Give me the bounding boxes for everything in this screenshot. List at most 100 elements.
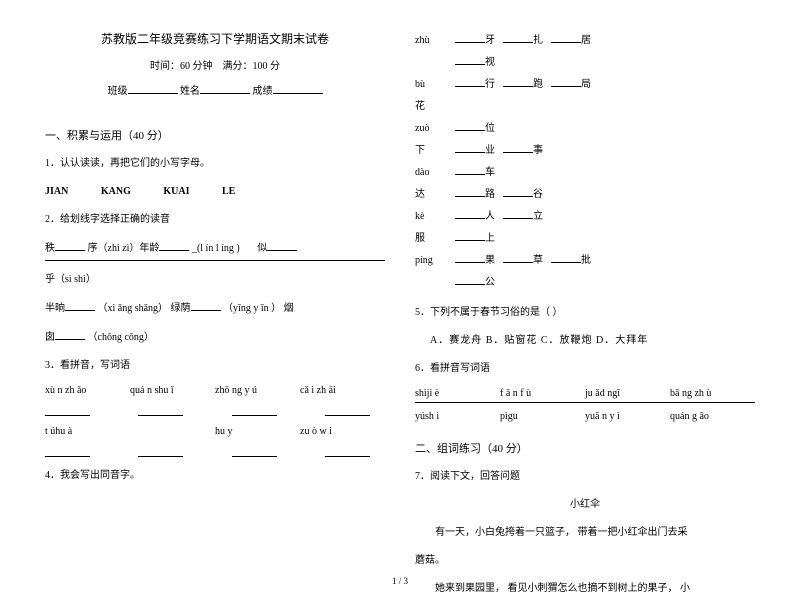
blank xyxy=(65,299,95,311)
pinyin-label: 达 xyxy=(415,184,455,206)
letter-2: KANG xyxy=(101,186,131,197)
blank xyxy=(503,31,533,43)
char-line: 服上 xyxy=(415,228,755,250)
py xyxy=(130,426,215,437)
q2-l1c: _(l ín l íng ) xyxy=(192,243,240,254)
char-item: 上 xyxy=(455,228,495,250)
blank xyxy=(503,75,533,87)
char-text: 跑 xyxy=(533,74,543,96)
py: cǎ i zh āi xyxy=(300,385,385,396)
char-line: kè人立 xyxy=(415,206,755,228)
char-text: 位 xyxy=(485,118,495,140)
char-line: 公 xyxy=(415,272,755,294)
q7-text: 阅读下文，回答问题 xyxy=(430,471,520,482)
char-item: 车 xyxy=(455,162,495,184)
spacer xyxy=(415,52,455,74)
name-label: 姓名 xyxy=(180,86,200,97)
right-column: zhù牙扎居视bù行跑局花zuò位下业事dào车达路谷kè人立服上píng果草批… xyxy=(400,30,770,572)
char-item: 谷 xyxy=(503,184,543,206)
blank xyxy=(138,445,183,457)
spacer xyxy=(415,272,455,294)
q4-text: 我会写出同音字。 xyxy=(60,470,140,481)
char-line: zuò 位 xyxy=(415,118,755,140)
student-info: 班级 姓名 成绩 xyxy=(45,82,385,97)
blank xyxy=(503,251,533,263)
q2-num: 2． xyxy=(45,214,60,225)
char-text: 果 xyxy=(485,250,495,272)
py: t úhu à xyxy=(45,426,130,437)
q1-letters: JIAN KANG KUAI LE xyxy=(45,183,385,201)
q2-l1d: 似 xyxy=(257,243,267,254)
char-item: 居 xyxy=(551,30,591,52)
py: zu ò w i xyxy=(300,426,385,437)
pinyin-label: bù xyxy=(415,74,455,96)
q1-text: 认认读读，再把它们的小写字母。 xyxy=(60,158,210,169)
q6-row2: yúsh ì pìgu yuā n y ì quán g āo xyxy=(415,411,755,422)
q6-text: 看拼音写词语 xyxy=(430,363,490,374)
section1-heading: 一、积累与运用（40 分） xyxy=(45,127,385,143)
py: pìgu xyxy=(500,411,585,422)
char-item: 人 xyxy=(455,206,495,228)
q4-num: 4． xyxy=(45,470,60,481)
char-line: zhù牙扎居 xyxy=(415,30,755,52)
q3-blanks2 xyxy=(45,445,385,457)
blank xyxy=(159,239,189,251)
blank xyxy=(455,273,485,285)
char-item: 业 xyxy=(455,140,495,162)
char-text: 立 xyxy=(533,206,543,228)
q2-text: 给划线字选择正确的读音 xyxy=(60,214,170,225)
story-p1b: 蘑菇。 xyxy=(415,552,755,570)
blank xyxy=(551,251,581,263)
py: quán g āo xyxy=(670,411,755,422)
char-text: 草 xyxy=(533,250,543,272)
char-text: 批 xyxy=(581,250,591,272)
py: ju ǎd ngī xyxy=(585,388,670,399)
char-text: 牙 xyxy=(485,30,495,52)
q2-l3c: （yīng y īn ） 烟 xyxy=(223,303,294,314)
char-line: 下业事 xyxy=(415,140,755,162)
blank xyxy=(503,141,533,153)
pinyin-label: zuò xyxy=(415,118,455,140)
q3-num: 3． xyxy=(45,360,60,371)
blank xyxy=(503,185,533,197)
name-blank xyxy=(200,82,250,94)
blank xyxy=(551,31,581,43)
char-line: píng果草批 xyxy=(415,250,755,272)
py: bā ng zh ù xyxy=(670,388,755,399)
blank xyxy=(455,31,485,43)
q5-text: 下列不属于春节习俗的是（ ） xyxy=(430,307,563,318)
q2-line2: 乎（sì shì） xyxy=(45,271,385,289)
q2-l2: 乎（sì shì） xyxy=(45,274,96,285)
q6: 6．看拼音写词语 xyxy=(415,360,755,378)
score-label: 满分： xyxy=(223,61,253,72)
q3: 3．看拼音，写词语 xyxy=(45,357,385,375)
grade-label: 成绩 xyxy=(253,86,273,97)
py: f ā n f ù xyxy=(500,388,585,399)
story-p1: 有一天，小白兔挎着一只篮子， 带着一把小红伞出门去采 xyxy=(415,524,755,542)
char-text: 路 xyxy=(485,184,495,206)
char-text: 人 xyxy=(485,206,495,228)
q2-line3: 半晌 （xi ǎng shǎng） 绿荫 （yīng y īn ） 烟 xyxy=(45,299,385,318)
char-line: bù行跑局 xyxy=(415,74,755,96)
char-item: 草 xyxy=(503,250,543,272)
grade-blank xyxy=(273,82,323,94)
q3-row1: xù n zh ǎo quá n shu ǐ zhō ng y ú cǎ i z… xyxy=(45,385,385,396)
pinyin-label: 服 xyxy=(415,228,455,250)
letter-1: JIAN xyxy=(45,186,68,197)
q7-num: 7． xyxy=(415,471,430,482)
char-item: 局 xyxy=(551,74,591,96)
char-text: 扎 xyxy=(533,30,543,52)
blank xyxy=(455,141,485,153)
q5-num: 5． xyxy=(415,307,430,318)
py: yuā n y ì xyxy=(585,411,670,422)
char-item: 果 xyxy=(455,250,495,272)
char-item: 位 xyxy=(455,118,495,140)
blank xyxy=(455,207,485,219)
blank xyxy=(455,229,485,241)
py: xù n zh ǎo xyxy=(45,385,130,396)
page-footer: 1 / 3 xyxy=(0,576,800,586)
q6-row1: shìji è f ā n f ù ju ǎd ngī bā ng zh ù xyxy=(415,388,755,403)
char-text: 上 xyxy=(485,228,495,250)
blank xyxy=(232,445,277,457)
q3-blanks1 xyxy=(45,404,385,416)
